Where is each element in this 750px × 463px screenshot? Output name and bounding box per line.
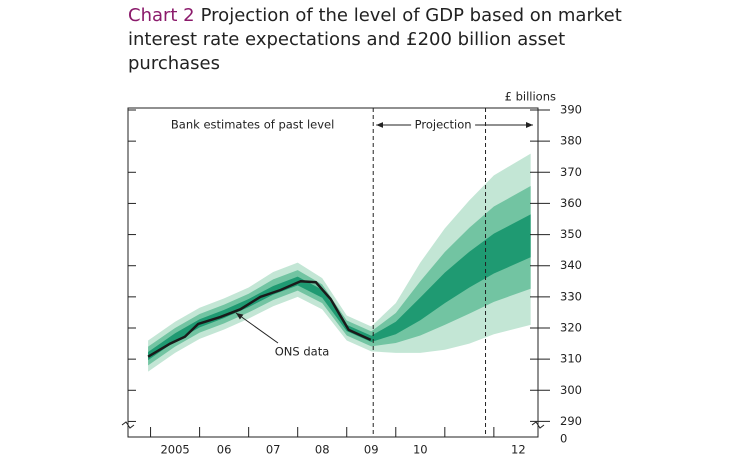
y-tick-label: 310 <box>560 352 582 366</box>
ons-line <box>147 280 372 358</box>
y-tick-label: 290 <box>560 414 582 428</box>
annotation: ONS data <box>275 345 330 359</box>
y-tick-label: 380 <box>560 134 582 148</box>
arrow <box>235 312 279 344</box>
y-tick-label: 320 <box>560 321 582 335</box>
annotation: Bank estimates of past level <box>171 118 334 132</box>
y-unit: £ billions <box>505 90 556 104</box>
plot-frame <box>127 107 539 438</box>
axis-break <box>531 421 545 429</box>
y-tick-label: 300 <box>560 383 582 397</box>
x-tick-label: 07 <box>266 443 281 457</box>
plot-area <box>121 107 550 438</box>
y-tick-label: 390 <box>560 103 582 117</box>
annotation: Projection <box>415 118 472 132</box>
y-tick-label: 370 <box>560 165 582 179</box>
y-tick-label: 0 <box>560 432 567 446</box>
y-tick-label: 340 <box>560 258 582 272</box>
y-tick-label: 360 <box>560 196 582 210</box>
y-tick-label: 330 <box>560 289 582 303</box>
axis-break <box>121 421 135 429</box>
fan-band <box>148 214 531 361</box>
x-tick-label: 2005 <box>160 443 189 457</box>
x-tick-label: 10 <box>413 443 428 457</box>
x-tick-label: 06 <box>217 443 232 457</box>
fan-band <box>148 185 531 366</box>
title-text: Projection of the level of GDP based on … <box>128 5 622 74</box>
chart-title: Chart 2 Projection of the level of GDP ba… <box>128 4 628 76</box>
x-tick-label: 12 <box>511 443 526 457</box>
chart-label: Chart 2 <box>128 5 195 26</box>
y-tick-label: 350 <box>560 227 582 241</box>
x-tick-label: 09 <box>364 443 379 457</box>
x-tick-label: 08 <box>315 443 330 457</box>
